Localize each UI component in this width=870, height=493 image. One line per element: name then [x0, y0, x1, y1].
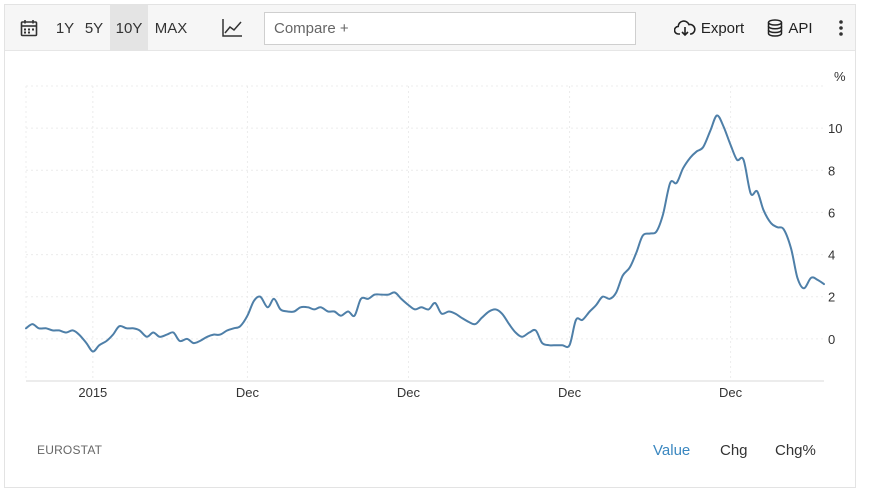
x-tick-label: Dec [558, 385, 582, 400]
line-chart-icon[interactable] [219, 5, 245, 51]
cloud-download-icon [673, 20, 696, 37]
range-10y-button[interactable]: 10Y [110, 5, 148, 51]
chart-widget: 1Y 5Y 10Y MAX Export AP [4, 4, 856, 488]
range-1y-button[interactable]: 1Y [55, 19, 75, 37]
y-axis: 0 2 4 6 8 10 [828, 121, 842, 347]
y-tick-label: 4 [828, 248, 835, 263]
calendar-icon[interactable] [17, 5, 41, 51]
compare-input[interactable] [264, 12, 636, 45]
export-button[interactable]: Export [670, 5, 748, 51]
range-5y-button[interactable]: 5Y [84, 19, 104, 37]
tab-chg-percent[interactable]: Chg% [775, 442, 816, 459]
x-tick-label: Dec [719, 385, 743, 400]
y-tick-label: 8 [828, 163, 835, 178]
series-layer [25, 114, 825, 353]
y-tick-label: 0 [828, 332, 835, 347]
line-chart: 2015 Dec Dec Dec Dec 0 2 4 6 8 10 [25, 85, 842, 400]
api-button[interactable]: API [765, 5, 815, 51]
series-line-0[interactable] [25, 114, 825, 353]
chart-toolbar: 1Y 5Y 10Y MAX Export AP [5, 5, 855, 51]
data-source-label: EUROSTAT [37, 443, 103, 457]
export-label: Export [700, 19, 745, 37]
y-axis-unit: % [834, 69, 846, 84]
x-axis: 2015 Dec Dec Dec Dec [78, 385, 742, 400]
y-tick-label: 2 [828, 290, 835, 305]
y-tick-label: 10 [828, 121, 842, 136]
tab-value[interactable]: Value [653, 442, 691, 459]
vertical-dots-icon[interactable] [831, 5, 851, 51]
range-max-button[interactable]: MAX [154, 19, 188, 37]
tab-chg[interactable]: Chg [720, 442, 748, 459]
api-label: API [788, 19, 813, 37]
x-tick-label: Dec [236, 385, 260, 400]
x-tick-label: Dec [397, 385, 421, 400]
y-tick-label: 6 [828, 205, 835, 220]
chart-grid [25, 85, 824, 382]
x-tick-label: 2015 [78, 385, 107, 400]
database-icon [768, 19, 783, 37]
